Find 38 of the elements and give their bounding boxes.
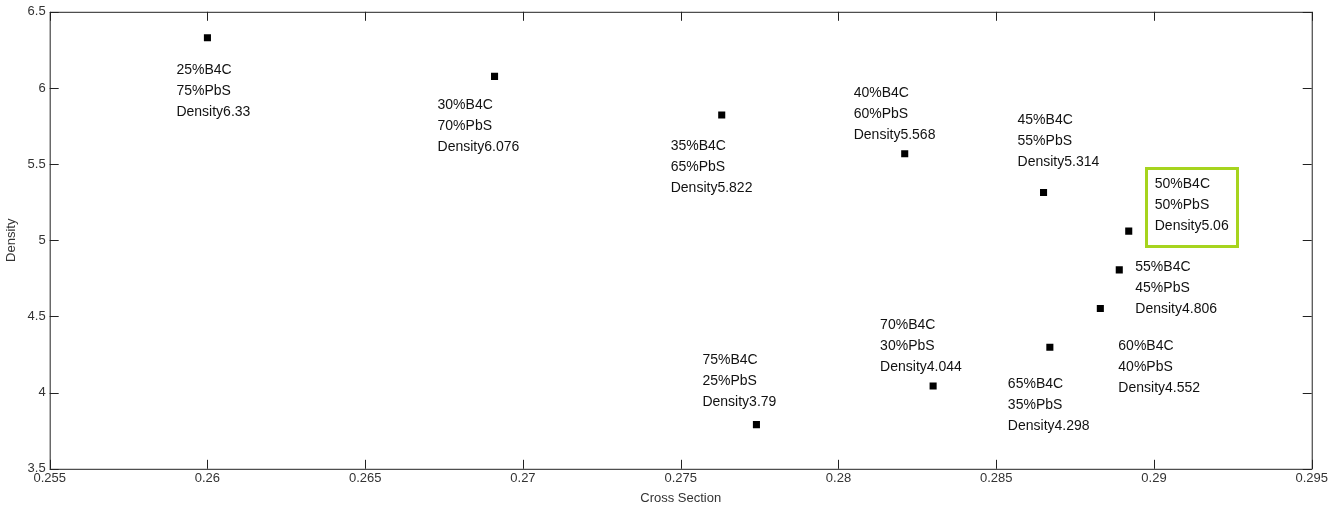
x-tick-label: 0.27 (510, 470, 536, 486)
x-tick-label: 0.265 (348, 470, 382, 486)
point (929, 382, 937, 390)
x-tick-label: 0.275 (664, 470, 697, 486)
y-tick-label: 4 (38, 384, 46, 400)
point (1046, 343, 1054, 351)
annotation: 25%B4C 75%PbS Density6.33 (176, 60, 251, 119)
point (203, 34, 211, 42)
annotation: 65%B4C 35%PbS Density4.298 (1007, 375, 1090, 434)
y-tick-label: 5.5 (27, 155, 46, 171)
x-tick-label: 0.29 (1141, 470, 1167, 486)
annotation: 40%B4C 60%PbS Density5.568 (853, 83, 936, 142)
annotation: 45%B4C 55%PbS Density5.314 (1017, 111, 1100, 170)
point (1125, 227, 1133, 235)
point (1040, 188, 1048, 196)
point (491, 72, 499, 80)
x-axis-title: Cross Section (640, 489, 722, 505)
y-tick-label: 4.5 (27, 308, 46, 324)
y-tick-label: 6 (38, 79, 46, 95)
point (752, 421, 760, 429)
y-tick-label: 6.5 (27, 3, 46, 19)
annotation: 75%B4C 25%PbS Density3.79 (702, 351, 777, 410)
x-tick-label: 0.28 (825, 470, 852, 486)
y-axis-title: Density (3, 218, 19, 262)
point (1096, 305, 1104, 313)
annotation: 60%B4C 40%PbS Density4.552 (1118, 337, 1201, 396)
annotation: 30%B4C 70%PbS Density6.076 (437, 96, 520, 155)
annotation: 35%B4C 65%PbS Density5.822 (670, 136, 753, 195)
x-tick-label: 0.285 (979, 470, 1013, 486)
annotation: 50%B4C 50%PbS Density5.06 (1154, 175, 1229, 234)
annotation: 70%B4C 30%PbS Density4.044 (880, 315, 963, 374)
x-tick-label: 0.26 (194, 470, 221, 486)
point (718, 111, 726, 119)
point (1115, 266, 1123, 274)
y-tick-label: 5 (38, 231, 46, 247)
x-tick-label: 0.295 (1295, 470, 1329, 486)
annotation: 55%B4C 45%PbS Density4.806 (1135, 257, 1218, 316)
point (901, 150, 909, 158)
